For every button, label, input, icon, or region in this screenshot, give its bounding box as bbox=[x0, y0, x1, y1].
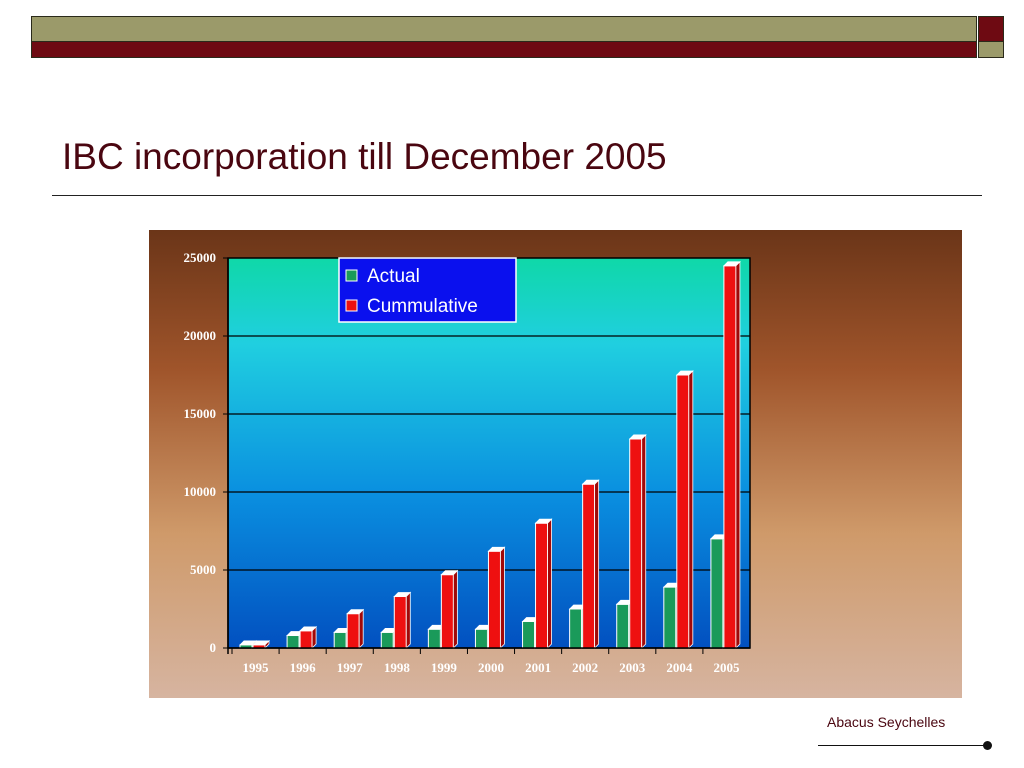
bar-chart: 0 5000 10000 15000 20000 25000 1995 1996 1997 199… bbox=[184, 250, 751, 675]
header-square-olive bbox=[978, 42, 1004, 58]
legend: Actual Cummulative bbox=[338, 257, 517, 323]
x-tick-label: 2003 bbox=[619, 660, 646, 675]
bar-cumulative bbox=[346, 608, 365, 649]
legend-label-actual: Actual bbox=[367, 266, 420, 287]
y-tick-label: 10000 bbox=[184, 484, 217, 499]
x-tick-label: 1999 bbox=[431, 660, 458, 675]
footer-rule bbox=[818, 745, 986, 746]
x-tick-label: 2001 bbox=[525, 660, 551, 675]
header-band-maroon bbox=[31, 42, 977, 58]
bar-cumulative bbox=[675, 370, 694, 649]
footer-label: Abacus Seychelles bbox=[827, 714, 946, 730]
x-tick-label: 1996 bbox=[290, 660, 317, 675]
bar-cumulative bbox=[487, 546, 506, 649]
x-tick-label: 2002 bbox=[572, 660, 598, 675]
legend-swatch-actual bbox=[345, 269, 358, 282]
x-tick-label: 2005 bbox=[713, 660, 740, 675]
bar-cumulative bbox=[299, 625, 318, 649]
y-tick-label: 5000 bbox=[190, 562, 216, 577]
x-tick-label: 1995 bbox=[243, 660, 270, 675]
bar-cumulative bbox=[581, 479, 600, 649]
footer-dot-icon bbox=[983, 741, 992, 750]
bar-cumulative bbox=[440, 569, 459, 649]
header-square-maroon bbox=[978, 16, 1004, 42]
x-tick-label: 2004 bbox=[666, 660, 693, 675]
y-tick-label: 25000 bbox=[184, 250, 217, 265]
y-tick-label: 20000 bbox=[184, 328, 217, 343]
header-band-olive bbox=[31, 16, 977, 42]
legend-swatch-cumulative bbox=[345, 299, 358, 312]
y-tick-label: 0 bbox=[210, 640, 217, 655]
bar-cumulative bbox=[393, 591, 412, 649]
slide-title: IBC incorporation till December 2005 bbox=[62, 136, 667, 177]
x-tick-label: 1997 bbox=[337, 660, 364, 675]
legend-label-cumulative: Cummulative bbox=[367, 296, 478, 317]
bar-cumulative bbox=[534, 518, 553, 649]
bar-cumulative bbox=[252, 639, 270, 649]
y-tick-label: 15000 bbox=[184, 406, 217, 421]
title-divider bbox=[52, 195, 982, 196]
chart-panel: 0 5000 10000 15000 20000 25000 1995 1996 1997 199… bbox=[149, 230, 962, 698]
bar-cumulative bbox=[722, 260, 741, 649]
x-tick-label: 2000 bbox=[478, 660, 504, 675]
bar-cumulative bbox=[628, 433, 647, 649]
x-tick-label: 1998 bbox=[384, 660, 411, 675]
